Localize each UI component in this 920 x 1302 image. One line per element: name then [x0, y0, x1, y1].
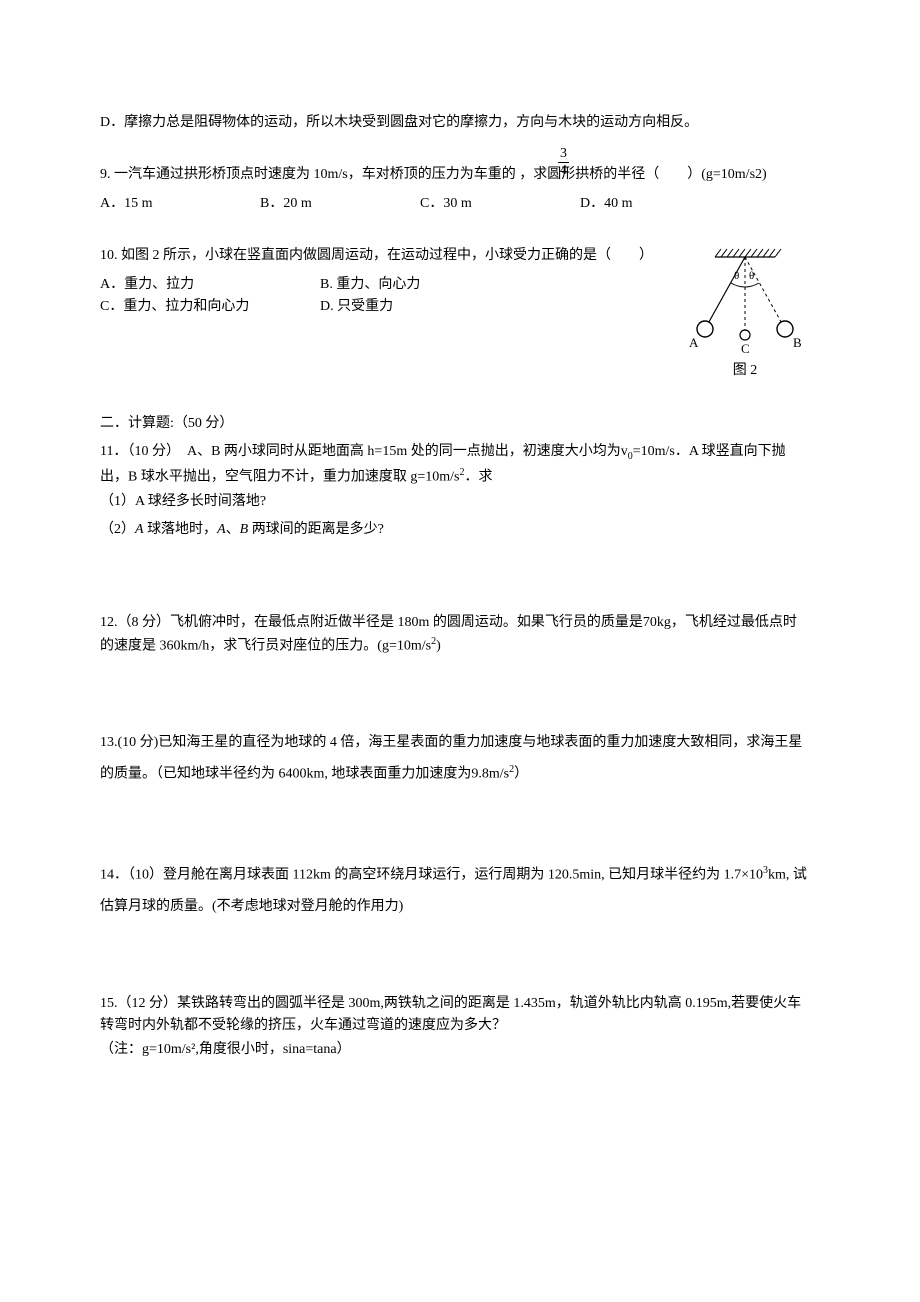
- question-10: θθACB 图 2 10. 如图 2 所示，小球在竖直面内做圆周运动，在运动过程…: [100, 245, 810, 382]
- q10-option-a: A．重力、拉力: [100, 274, 320, 296]
- question-8-remainder: D．摩擦力总是阻碍物体的运动，所以木块受到圆盘对它的摩擦力，方向与木块的运动方向…: [100, 112, 810, 134]
- q13-l1: 13.(10 分)已知海王星的直径为地球的 4 倍，海王星表面的重力加速度与地球…: [100, 735, 802, 781]
- figure-2-label: 图 2: [670, 360, 820, 382]
- question-14: 14．（10）登月舱在离月球表面 112km 的高空环绕月球运行，运行周期为 1…: [100, 860, 810, 922]
- q11-subq1: （1）A 球经多长时间落地?: [100, 491, 810, 513]
- svg-text:θ: θ: [734, 270, 739, 282]
- q14-stem: 14．（10）登月舱在离月球表面 112km 的高空环绕月球运行，运行周期为 1…: [100, 860, 810, 922]
- q11-s2b: A: [135, 522, 144, 537]
- q11-s2f: B: [240, 522, 249, 537]
- q9-option-d: D．40 m: [580, 193, 740, 215]
- q15-stem: 15.（12 分）某铁路转弯出的圆弧半径是 300m,两铁轨之间的距离是 1.4…: [100, 993, 810, 1038]
- q10-option-c: C．重力、拉力和向心力: [100, 296, 320, 318]
- q15-note: （注：g=10m/s²,角度很小时，sina=tana）: [100, 1039, 810, 1061]
- q9-frac-num: 3: [558, 146, 569, 162]
- q10-options: A．重力、拉力 B. 重力、向心力 C．重力、拉力和向心力 D. 只受重力: [100, 274, 650, 319]
- svg-text:C: C: [741, 341, 750, 356]
- q9-stem: 9. 一汽车通过拱形桥顶点时速度为 10m/s，车对桥顶的压力为车重的 3 4 …: [100, 164, 810, 186]
- q14-l1: 14．（10）登月舱在离月球表面 112km 的高空环绕月球运行，运行周期为 1…: [100, 868, 763, 883]
- figure-2: θθ A C B 图 2: [670, 237, 820, 382]
- q12-stem: 12.（8 分）飞机俯冲时，在最低点附近做半径是 180m 的圆周运动。如果飞行…: [100, 612, 810, 658]
- q9-frac-den: 4: [558, 163, 569, 178]
- q11-s2g: 两球间的距离是多少?: [248, 522, 384, 537]
- question-11: 11．（10 分） A、B 两小球同时从距地面高 h=15m 处的同一点抛出，初…: [100, 441, 810, 542]
- q8-option-d: D．摩擦力总是阻碍物体的运动，所以木块受到圆盘对它的摩擦力，方向与木块的运动方向…: [100, 112, 810, 134]
- q12-l1: 12.（8 分）飞机俯冲时，在最低点附近做半径是 180m 的圆周运动。如果飞行…: [100, 615, 797, 654]
- q10-option-b: B. 重力、向心力: [320, 274, 540, 296]
- q11-stem-c: ．求: [464, 469, 492, 484]
- q11-s2e: 、: [226, 522, 240, 537]
- question-12: 12.（8 分）飞机俯冲时，在最低点附近做半径是 180m 的圆周运动。如果飞行…: [100, 612, 810, 658]
- svg-text:B: B: [793, 335, 802, 350]
- figure-2-svg: θθ A C B: [670, 237, 820, 357]
- svg-text:A: A: [689, 335, 699, 350]
- svg-text:θ: θ: [749, 270, 754, 282]
- q9-options: A．15 m B．20 m C．30 m D．40 m: [100, 193, 810, 215]
- q11-s2d: A: [217, 522, 226, 537]
- question-15: 15.（12 分）某铁路转弯出的圆弧半径是 300m,两铁轨之间的距离是 1.4…: [100, 993, 810, 1062]
- q9-stem-before: 9. 一汽车通过拱形桥顶点时速度为 10m/s，车对桥顶的压力为车重的: [100, 167, 516, 182]
- q9-stem-after: ，求圆形拱桥的半径（ ）(g=10m/s2): [519, 167, 766, 182]
- q9-option-a: A．15 m: [100, 193, 260, 215]
- q13-stem: 13.(10 分)已知海王星的直径为地球的 4 倍，海王星表面的重力加速度与地球…: [100, 728, 810, 790]
- question-9: 9. 一汽车通过拱形桥顶点时速度为 10m/s，车对桥顶的压力为车重的 3 4 …: [100, 164, 810, 215]
- q10-stem: 10. 如图 2 所示，小球在竖直面内做圆周运动，在运动过程中，小球受力正确的是…: [100, 245, 650, 267]
- q9-option-b: B．20 m: [260, 193, 420, 215]
- q9-fraction: 3 4: [558, 146, 569, 178]
- q9-option-c: C．30 m: [420, 193, 580, 215]
- q12-l1e: ): [436, 639, 441, 654]
- q11-stem-a: 11．（10 分） A、B 两小球同时从距地面高 h=15m 处的同一点抛出，初…: [100, 444, 628, 459]
- q11-stem: 11．（10 分） A、B 两小球同时从距地面高 h=15m 处的同一点抛出，初…: [100, 441, 810, 489]
- q10-option-d: D. 只受重力: [320, 296, 540, 318]
- q13-l1e: ）: [514, 766, 528, 781]
- section-2-title: 二．计算题:（50 分）: [100, 413, 810, 435]
- question-13: 13.(10 分)已知海王星的直径为地球的 4 倍，海王星表面的重力加速度与地球…: [100, 728, 810, 790]
- q11-subq2: （2）A 球落地时，A、B 两球间的距离是多少?: [100, 519, 810, 541]
- q11-s2c: 球落地时，: [144, 522, 218, 537]
- q11-s2a: （2）: [100, 522, 135, 537]
